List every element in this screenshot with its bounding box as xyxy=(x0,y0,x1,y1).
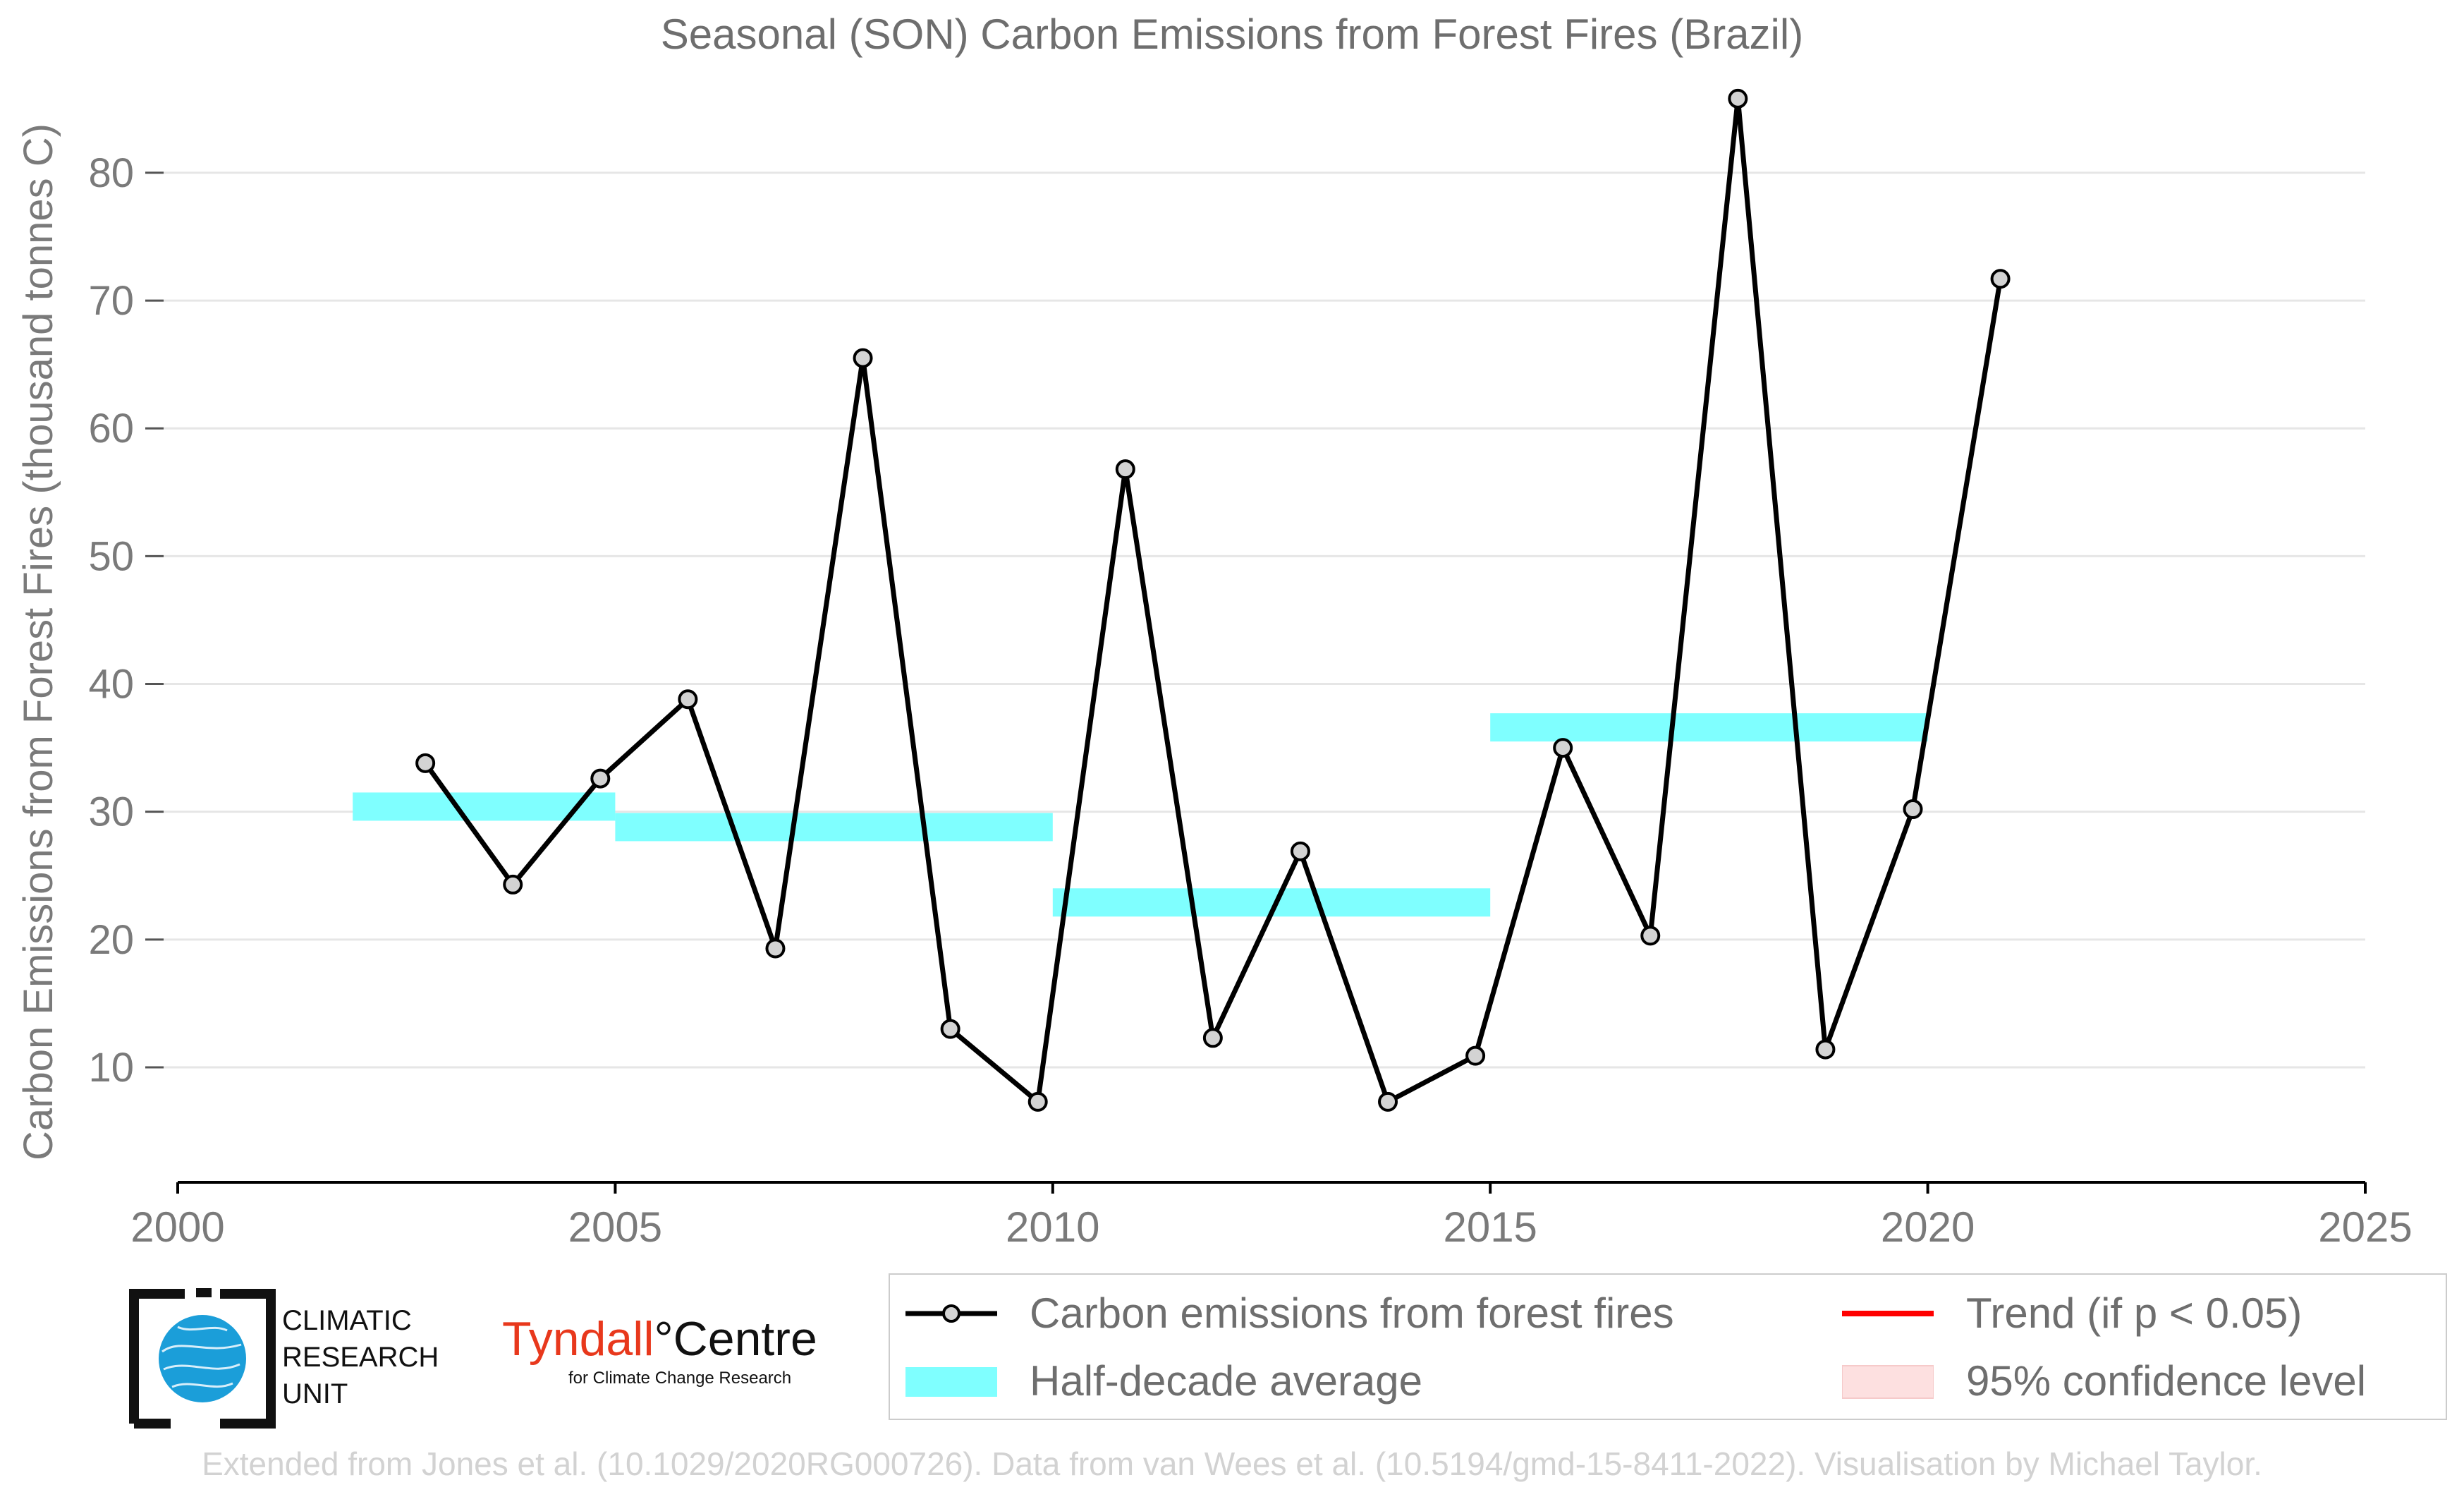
legend-item-series: Carbon emissions from forest fires xyxy=(905,1289,1674,1338)
data-point xyxy=(1465,1045,1486,1066)
legend-label-half-decade: Half-decade average xyxy=(1030,1357,1423,1405)
half-decade-bar xyxy=(615,813,1053,842)
legend-pink-band-icon xyxy=(1842,1364,1934,1399)
data-point xyxy=(1378,1091,1398,1112)
data-point xyxy=(1903,799,1923,820)
data-point xyxy=(415,753,436,773)
y-tick-label: 20 xyxy=(88,917,134,963)
y-tick-label: 10 xyxy=(88,1045,134,1091)
tyndall-subtitle: for Climate Change Research xyxy=(568,1369,792,1388)
data-point xyxy=(1990,269,2011,289)
y-tick-label: 30 xyxy=(88,789,134,835)
cru-logo xyxy=(129,1288,276,1429)
series-line xyxy=(423,98,2003,1107)
data-point xyxy=(853,348,873,368)
legend-item-half-decade: Half-decade average xyxy=(905,1357,1422,1405)
y-axis-label: Carbon Emissions from Forest Fires (thou… xyxy=(16,123,61,1160)
legend-label-trend: Trend (if p < 0.05) xyxy=(1966,1290,2303,1337)
cru-line-2: RESEARCH xyxy=(282,1342,439,1373)
legend-line-marker-icon xyxy=(905,1304,997,1323)
x-tick-label: 2010 xyxy=(1006,1203,1099,1251)
centre-word: °Centre xyxy=(654,1312,817,1366)
data-point xyxy=(1027,1091,1048,1112)
cru-logo-text: CLIMATIC RESEARCH UNIT xyxy=(282,1302,439,1412)
data-point xyxy=(1815,1039,1836,1060)
y-tick-label: 70 xyxy=(88,278,134,324)
legend-cyan-bar-icon xyxy=(905,1366,997,1397)
data-point xyxy=(940,1019,960,1039)
data-point xyxy=(1728,88,1748,109)
x-tick-label: 2025 xyxy=(2318,1203,2412,1251)
data-point xyxy=(1115,459,1135,480)
data-point xyxy=(1553,738,1573,758)
x-tick-label: 2015 xyxy=(1443,1203,1537,1251)
data-point xyxy=(1202,1028,1223,1048)
data-point xyxy=(590,768,611,789)
data-point xyxy=(1290,841,1310,861)
cru-line-1: CLIMATIC xyxy=(282,1305,412,1336)
data-point xyxy=(765,938,786,959)
y-tick-label: 80 xyxy=(88,150,134,196)
legend-red-line-icon xyxy=(1842,1310,1934,1316)
data-point xyxy=(678,689,698,710)
x-tick-label: 2020 xyxy=(1881,1203,1975,1251)
data-point xyxy=(1640,926,1661,946)
legend: Carbon emissions from forest fires Half-… xyxy=(889,1273,2447,1420)
y-tick-label: 60 xyxy=(88,406,134,451)
x-tick-label: 2005 xyxy=(568,1203,662,1251)
x-tick-label: 2000 xyxy=(130,1203,224,1251)
y-tick-label: 50 xyxy=(88,533,134,579)
cru-line-3: UNIT xyxy=(282,1378,348,1409)
chart-title: Seasonal (SON) Carbon Emissions from For… xyxy=(660,11,1804,58)
data-point xyxy=(503,874,523,894)
legend-label-confidence: 95% confidence level xyxy=(1966,1357,2367,1405)
legend-item-confidence: 95% confidence level xyxy=(1842,1357,2366,1405)
tyndall-logo: Tyndall°Centre for Climate Change Resear… xyxy=(502,1312,817,1388)
legend-item-trend: Trend (if p < 0.05) xyxy=(1842,1289,2302,1338)
legend-label-series: Carbon emissions from forest fires xyxy=(1030,1290,1674,1337)
credit-text: Extended from Jones et al. (10.1029/2020… xyxy=(202,1445,2262,1482)
half-decade-bar xyxy=(1490,713,1928,742)
y-tick-label: 40 xyxy=(88,662,134,708)
tyndall-word: Tyndall xyxy=(502,1312,654,1366)
